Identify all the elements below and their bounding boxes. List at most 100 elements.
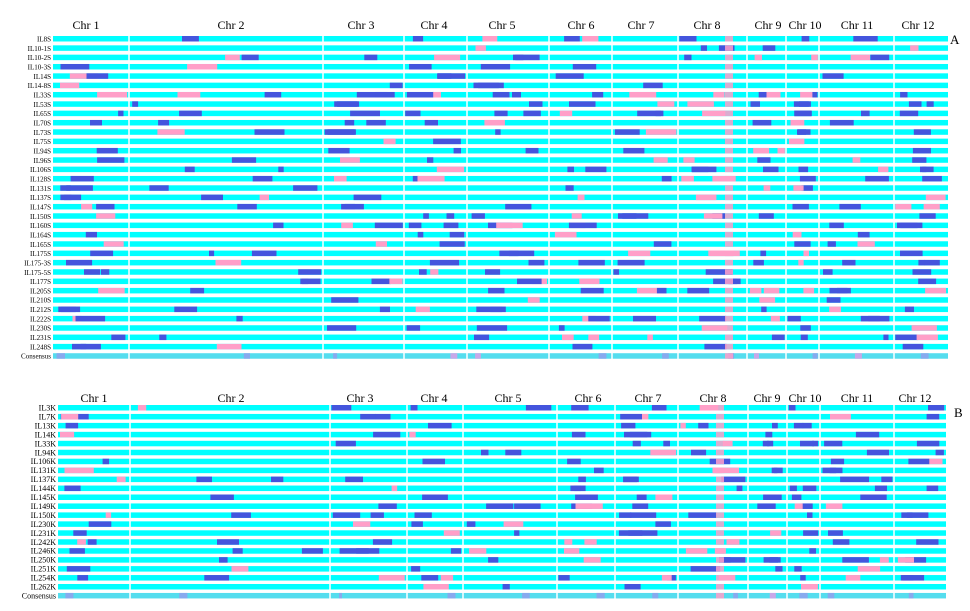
- introgression-segment: [490, 306, 506, 313]
- introgression-segment: [558, 325, 565, 331]
- heterozygous-segment: [829, 306, 841, 313]
- introgression-segment: [423, 213, 429, 219]
- genotype-row-bar: [53, 194, 948, 201]
- heterozygous-segment: [725, 82, 733, 89]
- introgression-segment: [371, 278, 391, 285]
- introgression-segment: [773, 467, 783, 474]
- introgression-segment: [65, 422, 79, 429]
- introgression-segment: [924, 259, 940, 266]
- heterozygous-segment: [389, 278, 403, 285]
- introgression-segment: [801, 185, 813, 191]
- introgression-segment: [480, 63, 511, 70]
- introgression-segment: [908, 458, 930, 465]
- introgression-segment: [512, 91, 521, 98]
- introgression-segment: [587, 494, 595, 500]
- introgression-segment: [758, 213, 774, 219]
- introgression-segment: [328, 147, 350, 154]
- heterozygous-segment: [417, 175, 445, 182]
- introgression-segment: [906, 512, 929, 518]
- introgression-segment: [564, 36, 580, 42]
- line-label: IL231K: [31, 529, 57, 538]
- introgression-segment: [60, 185, 71, 191]
- introgression-segment: [412, 175, 419, 182]
- genotype-row-bar: [53, 175, 948, 182]
- introgression-segment: [842, 259, 856, 266]
- introgression-segment: [799, 175, 816, 182]
- heterozygous-segment: [725, 222, 733, 229]
- introgression-segment: [158, 119, 170, 126]
- heterozygous-segment: [725, 147, 733, 154]
- genotype-row-bar: [58, 539, 946, 545]
- heterozygous-segment: [878, 166, 889, 173]
- heterozygous-segment: [794, 503, 803, 509]
- heterozygous-segment: [798, 259, 804, 266]
- heterozygous-segment: [716, 566, 724, 572]
- line-label: IL250K: [31, 556, 57, 565]
- introgression-segment: [624, 431, 652, 438]
- genotype-row-bar: [53, 241, 948, 247]
- introgression-segment: [789, 485, 797, 492]
- line-label: IL106S: [30, 166, 51, 174]
- heterozygous-segment: [718, 575, 736, 581]
- introgression-segment: [613, 269, 620, 275]
- introgression-segment: [705, 269, 733, 275]
- heterozygous-segment: [340, 157, 360, 163]
- introgression-segment: [60, 63, 90, 70]
- genotype-row-bar: [53, 297, 948, 303]
- introgression-segment: [753, 259, 764, 266]
- heterozygous-segment: [725, 119, 733, 126]
- introgression-segment: [471, 213, 485, 219]
- introgression-segment: [684, 54, 692, 61]
- heterozygous-segment: [803, 287, 815, 294]
- line-label: IL10-1S: [28, 45, 51, 53]
- introgression-segment: [184, 166, 195, 173]
- introgression-segment: [344, 119, 355, 126]
- introgression-segment: [775, 566, 783, 572]
- introgression-segment: [159, 334, 167, 341]
- introgression-segment: [476, 306, 503, 313]
- introgression-segment: [794, 110, 812, 117]
- introgression-segment: [410, 405, 418, 411]
- line-label: IL160S: [30, 222, 51, 230]
- introgression-segment: [505, 449, 522, 456]
- line-label: IL75S: [34, 138, 52, 146]
- line-label: IL96S: [34, 157, 52, 165]
- introgression-segment: [335, 440, 356, 447]
- heterozygous-segment: [571, 213, 582, 219]
- heterozygous-segment: [60, 431, 75, 438]
- introgression-segment: [209, 250, 215, 257]
- introgression-segment: [802, 485, 817, 492]
- heterozygous-segment: [216, 343, 242, 350]
- genotype-row-bar: [58, 584, 946, 590]
- heterozygous-segment: [800, 91, 815, 98]
- line-label: IL131K: [31, 466, 57, 475]
- introgression-segment: [801, 36, 810, 42]
- line-label: IL175-5S: [24, 269, 51, 277]
- introgression-segment: [837, 287, 848, 294]
- introgression-segment: [793, 101, 811, 107]
- introgression-segment: [617, 259, 645, 266]
- introgression-segment: [449, 231, 465, 238]
- introgression-segment: [761, 306, 767, 313]
- introgression-segment: [69, 548, 85, 554]
- introgression-segment: [752, 119, 772, 126]
- introgression-segment: [916, 440, 940, 447]
- introgression-segment: [918, 278, 937, 285]
- chromosome-header: Chr 9: [755, 18, 782, 32]
- introgression-segment: [787, 315, 801, 322]
- heterozygous-segment: [911, 325, 937, 331]
- heterozygous-segment: [657, 101, 675, 107]
- line-label: IL128S: [30, 175, 51, 183]
- genotype-row-bar: [58, 413, 946, 420]
- introgression-segment: [698, 422, 709, 429]
- heterozygous-segment: [725, 353, 733, 359]
- heterozygous-segment: [391, 485, 398, 492]
- introgression-segment: [826, 297, 841, 303]
- introgression-segment: [73, 530, 87, 536]
- heterozygous-segment: [895, 203, 912, 210]
- heterozygous-segment: [754, 353, 759, 359]
- introgression-segment: [412, 36, 424, 42]
- introgression-segment: [800, 440, 814, 447]
- introgression-segment: [379, 306, 390, 313]
- introgression-segment: [466, 521, 476, 527]
